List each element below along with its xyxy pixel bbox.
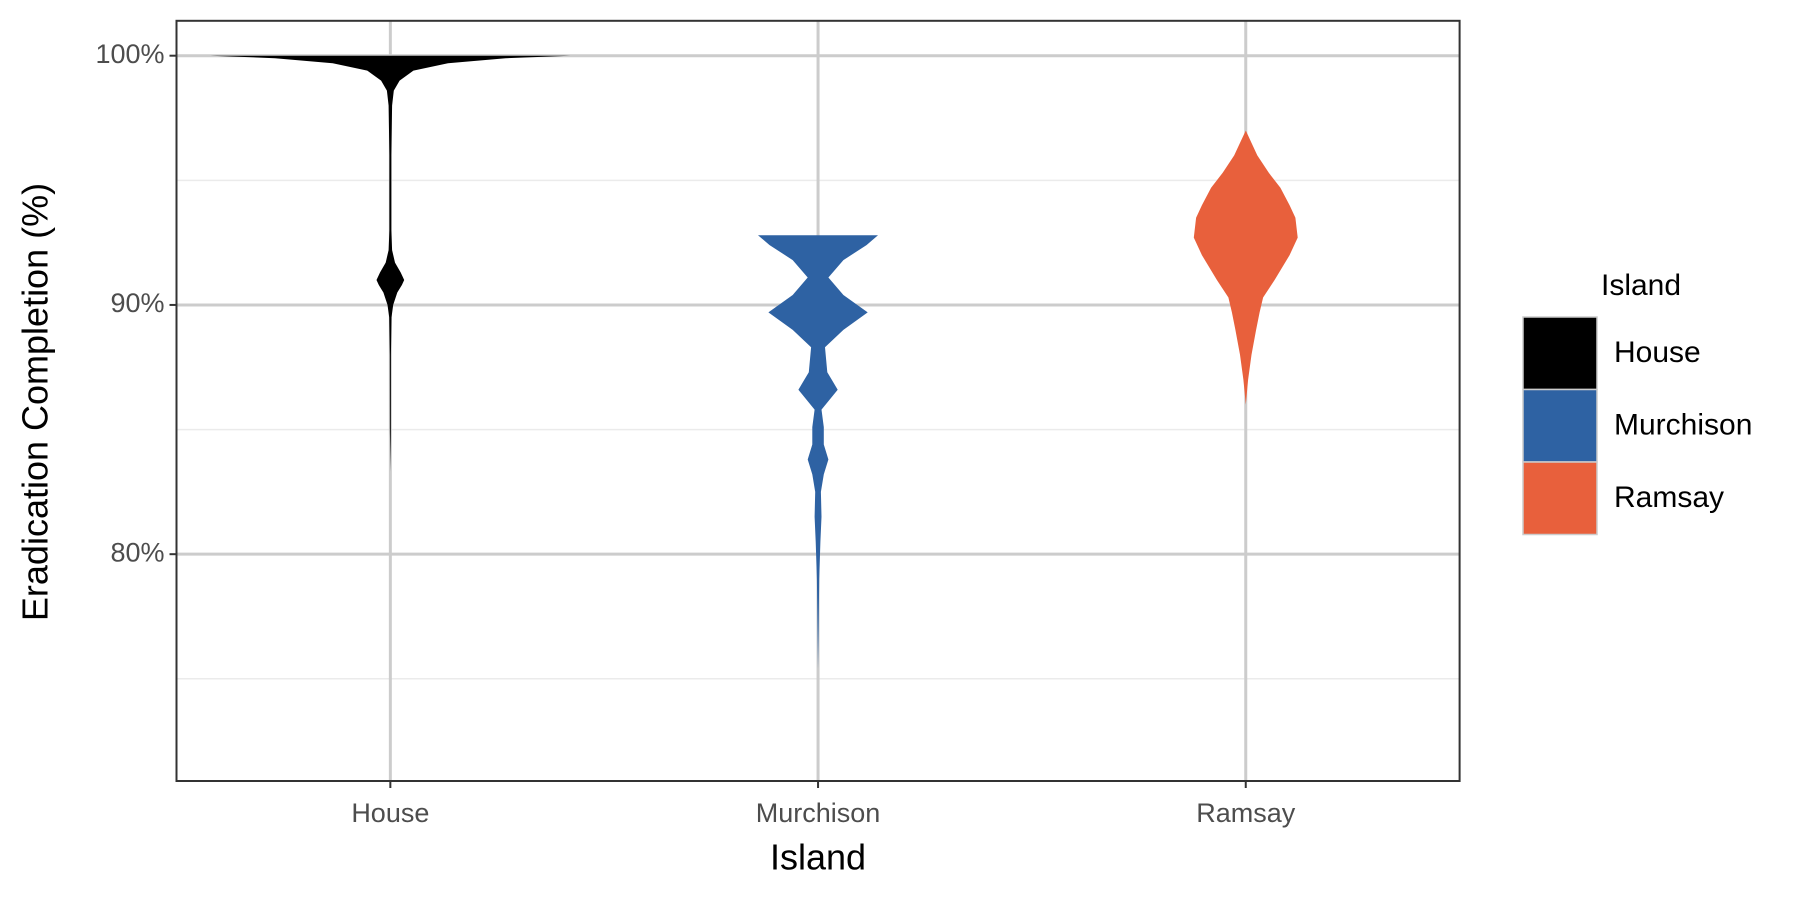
legend-key	[1522, 388, 1598, 463]
legend-label: Ramsay	[1614, 481, 1724, 514]
legend-key	[1522, 316, 1598, 391]
legend-key	[1522, 461, 1598, 536]
violin	[1193, 130, 1298, 405]
x-tick-label: House	[351, 798, 429, 828]
violin	[210, 55, 571, 472]
y-tick-label: 80%	[110, 537, 164, 567]
x-axis-title: Island	[770, 837, 866, 878]
legend-label: House	[1614, 336, 1701, 369]
x-tick-label: Ramsay	[1196, 798, 1296, 828]
y-axis-title: Eradication Completion (%)	[15, 183, 56, 621]
legend-label: Murchison	[1614, 408, 1752, 441]
y-tick-label: 90%	[110, 288, 164, 318]
legend-title: Island	[1601, 269, 1681, 302]
y-tick-label: 100%	[95, 39, 164, 69]
violin	[758, 235, 878, 669]
x-tick-label: Murchison	[756, 798, 881, 828]
